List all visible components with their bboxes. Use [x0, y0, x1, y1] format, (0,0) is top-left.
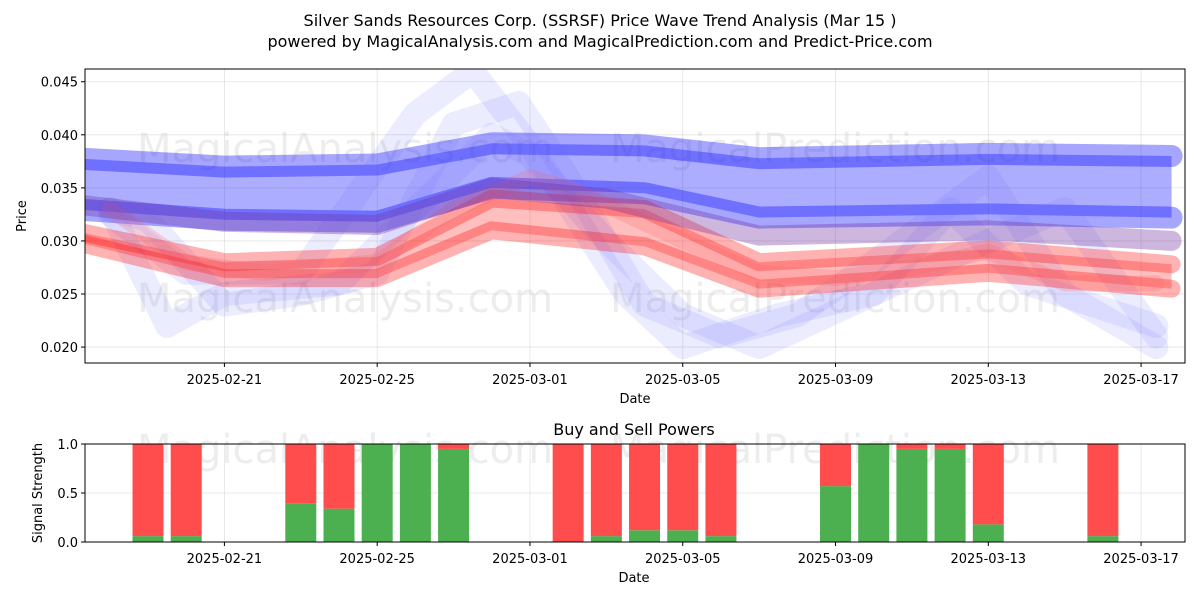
buy-bar	[399, 444, 431, 542]
sell-bar	[667, 444, 699, 531]
sell-bar	[934, 444, 966, 449]
buy-bar	[667, 530, 699, 542]
watermark-text: MagicalPrediction.com	[610, 276, 1060, 322]
buy-sell-power-chart: Buy and Sell Powers MagicalAnalysis.com …	[31, 420, 1186, 586]
y-tick-label: 0.035	[41, 182, 78, 197]
purple-band-line	[85, 177, 1182, 251]
wave-line-wave-3	[97, 69, 1169, 360]
buy-bar	[170, 536, 202, 542]
buy-bar	[896, 448, 928, 542]
sell-bar	[590, 444, 622, 537]
buy-bar	[590, 536, 622, 542]
x-tick-label: 2025-03-17	[1103, 552, 1179, 567]
buy-bar	[438, 448, 470, 542]
buy-sell-title: Buy and Sell Powers	[553, 420, 715, 439]
x-tick-label: 2025-03-01	[492, 373, 568, 388]
x-tick-label: 2025-02-21	[187, 552, 263, 567]
y-tick-label: 0.045	[41, 76, 78, 91]
sell-bar	[1087, 444, 1119, 537]
sell-bar	[285, 444, 317, 504]
power-x-ticks: 2025-02-21 2025-02-25 2025-03-01 2025-03-05…	[187, 542, 1179, 567]
y-tick-label: 0.040	[41, 129, 78, 144]
blue-band-area	[85, 143, 1172, 222]
x-tick-label: 2025-03-13	[951, 373, 1027, 388]
wave-line-wave-2	[97, 122, 1169, 360]
wave-line-wave-1	[97, 91, 1169, 360]
watermark-text: MagicalPrediction.com	[610, 126, 1060, 172]
price-y-ticks: 0.020 0.025 0.030 0.035 0.040 0.045	[41, 76, 85, 356]
power-x-axis-label: Date	[618, 571, 649, 586]
price-x-axis-label: Date	[619, 392, 650, 407]
y-tick-label: 0.5	[57, 487, 78, 502]
buy-bar	[132, 536, 164, 542]
sell-bar	[323, 444, 355, 509]
x-tick-label: 2025-03-17	[1103, 373, 1179, 388]
power-y-axis-label: Signal Strength	[31, 443, 46, 543]
sell-bar	[438, 444, 470, 449]
watermark-text: MagicalAnalysis.com	[137, 126, 553, 172]
y-tick-label: 0.0	[57, 536, 78, 551]
power-y-ticks: 0.0 0.5 1.0	[57, 438, 85, 551]
price-grid	[85, 69, 1185, 363]
power-bars-group	[132, 444, 1119, 542]
buy-bar	[934, 448, 966, 542]
sell-bar	[972, 444, 1004, 525]
wave-line-red	[101, 169, 1165, 292]
x-tick-label: 2025-02-25	[339, 373, 415, 388]
y-tick-label: 0.030	[41, 235, 78, 250]
buy-bar	[820, 486, 852, 542]
red-band-upper-line	[85, 189, 1181, 274]
sell-bar	[705, 444, 737, 537]
x-tick-label: 2025-02-21	[187, 373, 263, 388]
blue-band-lower-line	[85, 176, 1183, 233]
price-wave-chart: MagicalAnalysis.com MagicalPrediction.co…	[15, 68, 1186, 407]
blue-band-upper-line	[85, 132, 1183, 178]
x-tick-label: 2025-02-25	[339, 552, 415, 567]
price-series-group	[85, 69, 1183, 360]
buy-bar	[629, 530, 661, 542]
x-tick-label: 2025-03-09	[798, 552, 874, 567]
x-tick-label: 2025-03-05	[645, 552, 721, 567]
sell-bar	[552, 444, 584, 542]
x-tick-label: 2025-03-09	[798, 373, 874, 388]
sell-bar	[629, 444, 661, 531]
y-tick-label: 1.0	[57, 438, 78, 453]
red-band-lower-line	[85, 221, 1181, 298]
x-tick-label: 2025-03-05	[645, 373, 721, 388]
buy-bar	[285, 503, 317, 542]
buy-bar	[705, 536, 737, 542]
x-tick-label: 2025-03-13	[951, 552, 1027, 567]
chart-title: Silver Sands Resources Corp. (SSRSF) Pri…	[304, 11, 897, 30]
red-band-area	[85, 198, 1172, 289]
buy-bar	[858, 444, 890, 542]
y-tick-label: 0.025	[41, 288, 78, 303]
sell-bar	[132, 444, 164, 537]
price-y-axis-label: Price	[15, 200, 30, 232]
sell-bar	[896, 444, 928, 449]
sell-bar	[170, 444, 202, 537]
buy-bar	[361, 444, 393, 542]
buy-bar	[323, 508, 355, 542]
chart-subtitle: powered by MagicalAnalysis.com and Magic…	[267, 32, 932, 51]
buy-bar	[1087, 536, 1119, 542]
y-tick-label: 0.020	[41, 341, 78, 356]
price-x-ticks: 2025-02-21 2025-02-25 2025-03-01 2025-03-05…	[187, 363, 1179, 388]
sell-bar	[820, 444, 852, 487]
x-tick-label: 2025-03-01	[492, 552, 568, 567]
watermark-text: MagicalAnalysis.com	[137, 276, 553, 322]
price-plot-frame	[84, 68, 1186, 364]
buy-bar	[972, 524, 1004, 542]
